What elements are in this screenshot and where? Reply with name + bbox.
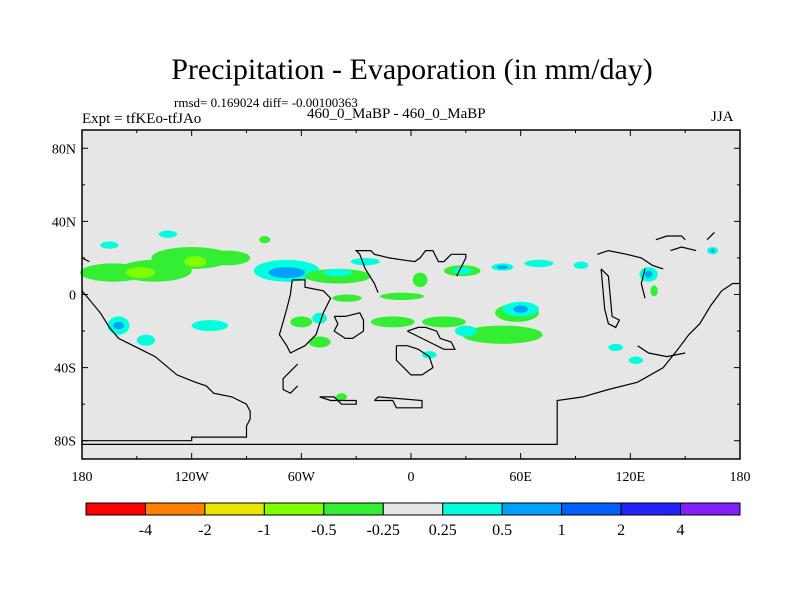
map-area: 180 120W 60W 0 60E 120E 180 80N 40N 0 40S 80S xyxy=(52,129,751,485)
field-region xyxy=(125,267,156,279)
field-region xyxy=(628,356,644,364)
colorbar-label: 0.25 xyxy=(429,522,457,539)
x-tick-label: 60E xyxy=(509,470,532,485)
coastline-contour xyxy=(278,279,332,354)
field-region xyxy=(370,316,415,328)
field-region xyxy=(113,321,125,330)
colorbar-label: 4 xyxy=(677,522,685,539)
colorbar-label: -4 xyxy=(139,522,152,539)
field-region xyxy=(191,320,229,332)
colorbar-label: -1 xyxy=(258,522,271,539)
colorbar-label: -2 xyxy=(198,522,211,539)
field-region xyxy=(412,272,428,288)
colorbar-swatch xyxy=(382,502,444,516)
field-region xyxy=(573,261,589,269)
colorbar-swatch xyxy=(323,502,384,516)
field-region xyxy=(453,267,472,275)
colorbar-label: 0.5 xyxy=(492,522,512,539)
coastline-contour xyxy=(600,268,621,329)
colorbar-label: -0.5 xyxy=(311,522,336,539)
field-region xyxy=(710,248,715,253)
x-tick-label: 180 xyxy=(72,470,93,485)
y-tick-label: 0 xyxy=(69,289,76,304)
x-tick-label: 0 xyxy=(408,470,415,485)
coastline-contour xyxy=(81,290,251,442)
colorbar-swatch xyxy=(85,502,146,516)
coastline-contour xyxy=(597,249,664,270)
field-region xyxy=(513,305,528,313)
coastline-contour xyxy=(407,326,456,350)
coastline-contour xyxy=(333,312,365,339)
coastline-contour xyxy=(354,250,467,293)
x-tick-label: 120E xyxy=(616,470,646,485)
coastline-contour xyxy=(319,396,357,405)
colorbar-swatch xyxy=(501,502,563,516)
y-tick-label: 40N xyxy=(52,215,76,230)
field-region xyxy=(350,257,380,266)
field-region xyxy=(332,294,362,302)
colorbar-swatch xyxy=(680,502,741,516)
chart-title: Precipitation - Evaporation (in mm/day) xyxy=(171,53,653,86)
y-tick-label: 80N xyxy=(52,142,76,157)
experiment-label: Expt = tfKEo-tfJAo xyxy=(82,111,202,127)
field-region xyxy=(524,259,554,268)
field-region xyxy=(336,393,348,401)
field-region xyxy=(496,265,508,269)
field-region xyxy=(379,292,424,300)
coastline-contour xyxy=(640,268,646,299)
colorbar-swatch xyxy=(144,502,206,516)
field-region xyxy=(312,312,327,324)
field-region xyxy=(421,316,466,328)
center-label: 460_0_MaBP - 460_0_MaBP xyxy=(307,106,486,122)
field-region xyxy=(268,267,305,279)
colorbar-swatch xyxy=(620,502,682,516)
field-region xyxy=(650,285,658,297)
colorbar-label: 2 xyxy=(617,522,625,539)
coastline-contour xyxy=(373,396,423,409)
field-region xyxy=(206,250,251,266)
colorbar-swatch xyxy=(204,502,265,516)
coastline-contour xyxy=(395,345,434,376)
field-region xyxy=(290,316,313,328)
season-label: JJA xyxy=(711,109,734,125)
x-tick-label: 60W xyxy=(288,470,316,485)
field-region xyxy=(608,343,624,352)
coastline-contour xyxy=(81,282,740,445)
y-tick-label: 80S xyxy=(54,435,76,450)
field-region xyxy=(100,241,119,249)
coastline-contour xyxy=(637,345,686,358)
field-region xyxy=(308,336,331,348)
field-region xyxy=(259,236,271,244)
coastline-contour xyxy=(670,246,697,252)
colorbar-label: 1 xyxy=(558,522,566,539)
colorbar-swatch xyxy=(442,502,503,516)
coastline-contour xyxy=(81,257,90,263)
colorbar: -4 -2 -1 -0.5 -0.25 0.25 0.5 1 2 4 xyxy=(85,502,741,539)
field-region xyxy=(454,325,477,337)
x-tick-label: 120W xyxy=(175,470,210,485)
coastline-contour xyxy=(655,235,686,241)
field-region xyxy=(462,325,543,344)
x-tick-label: 180 xyxy=(730,470,751,485)
field-region xyxy=(184,256,207,268)
field-region xyxy=(323,268,353,277)
colorbar-label: -0.25 xyxy=(367,522,400,539)
coastline-contour xyxy=(706,231,715,241)
stats-line: rmsd= 0.169024 diff= -0.00100363 xyxy=(174,95,358,110)
colorbar-swatch xyxy=(561,502,622,516)
field-region xyxy=(421,351,437,359)
field-region xyxy=(136,334,156,346)
y-tick-label: 40S xyxy=(54,362,76,377)
field-region xyxy=(158,230,178,238)
colorbar-swatch xyxy=(263,502,325,516)
field-region xyxy=(644,270,653,279)
coastline-contour xyxy=(282,363,299,394)
